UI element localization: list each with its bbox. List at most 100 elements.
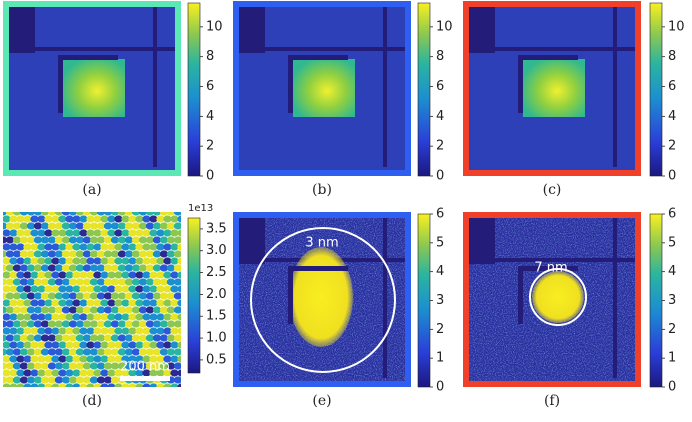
grain [89,306,99,314]
grain [23,355,32,363]
grain [54,334,64,342]
grain [93,341,102,349]
grain [65,369,74,377]
grain [103,278,113,286]
grain [86,243,95,251]
grain [138,212,148,216]
grain [72,313,81,321]
grain [86,229,95,237]
grain [30,383,39,387]
grain [3,355,11,363]
grain [107,243,116,251]
grain [65,215,74,223]
grain [149,243,158,251]
dark-bar [613,7,617,167]
grain [47,212,57,216]
grain [114,341,123,349]
grain [117,292,127,300]
grain [40,320,50,328]
grain [51,383,60,387]
colorbar-tick-label: 2 [668,322,676,337]
grain [65,271,74,279]
grain [152,320,162,328]
dark-bar [518,266,523,324]
colorbar-tick-label: 6 [668,207,676,222]
grain [19,348,29,356]
grain [47,362,57,370]
grain [3,215,11,223]
grain [47,278,57,286]
grain [33,306,43,314]
grain [166,292,176,300]
colorbar-tick-label: 4 [668,264,676,279]
grain [51,369,60,377]
grain [131,278,141,286]
grain [54,236,64,244]
grain [79,383,88,387]
image [233,212,411,387]
colorbar-tick-label: 2.5 [206,265,227,280]
grain [37,229,46,237]
grain [114,285,123,293]
grain [40,222,50,230]
grain [26,212,36,216]
colorbar [649,2,663,177]
grain [163,215,172,223]
grain [30,341,39,349]
grain [65,243,74,251]
dark-region [469,7,495,53]
grain [156,327,165,335]
grain [103,250,113,258]
grain [51,355,60,363]
grain [33,362,43,370]
grain [142,257,151,265]
grain [128,355,137,363]
grain [12,306,22,314]
grain [89,320,99,328]
grain [54,278,64,286]
grain [138,362,148,370]
grain [3,369,11,377]
image [3,212,181,387]
grain [51,271,60,279]
grain [23,299,32,307]
grain [170,299,179,307]
colorbar-tick-label: 6 [436,207,444,222]
colorbar-tick-label: 1.0 [206,331,227,346]
grain [51,327,60,335]
grain [51,313,60,321]
grain [152,212,162,216]
grain [156,355,165,363]
grain [135,299,144,307]
grain [16,313,25,321]
grain [16,257,25,265]
colorbar-tick-label: 4 [668,109,676,124]
grain [121,313,130,321]
colorbar-tick-label: 6 [206,79,214,94]
grain [19,278,29,286]
grain [166,250,176,258]
grain [89,212,99,216]
dark-bar [469,258,635,262]
grain [110,278,120,286]
grain [47,334,57,342]
grain [30,355,39,363]
grain [107,299,116,307]
grain [3,376,8,384]
grain [54,222,64,230]
grain [177,229,181,237]
grain [54,376,64,384]
grain [47,250,57,258]
grain [114,299,123,307]
grain [117,334,127,342]
grain [61,212,71,216]
grain [37,285,46,293]
aperture-circle [250,227,396,373]
grain [131,348,141,356]
grain [149,313,158,321]
grain [173,264,181,272]
grain [3,257,11,265]
grain [145,212,155,216]
grain [79,355,88,363]
grain [68,320,78,328]
